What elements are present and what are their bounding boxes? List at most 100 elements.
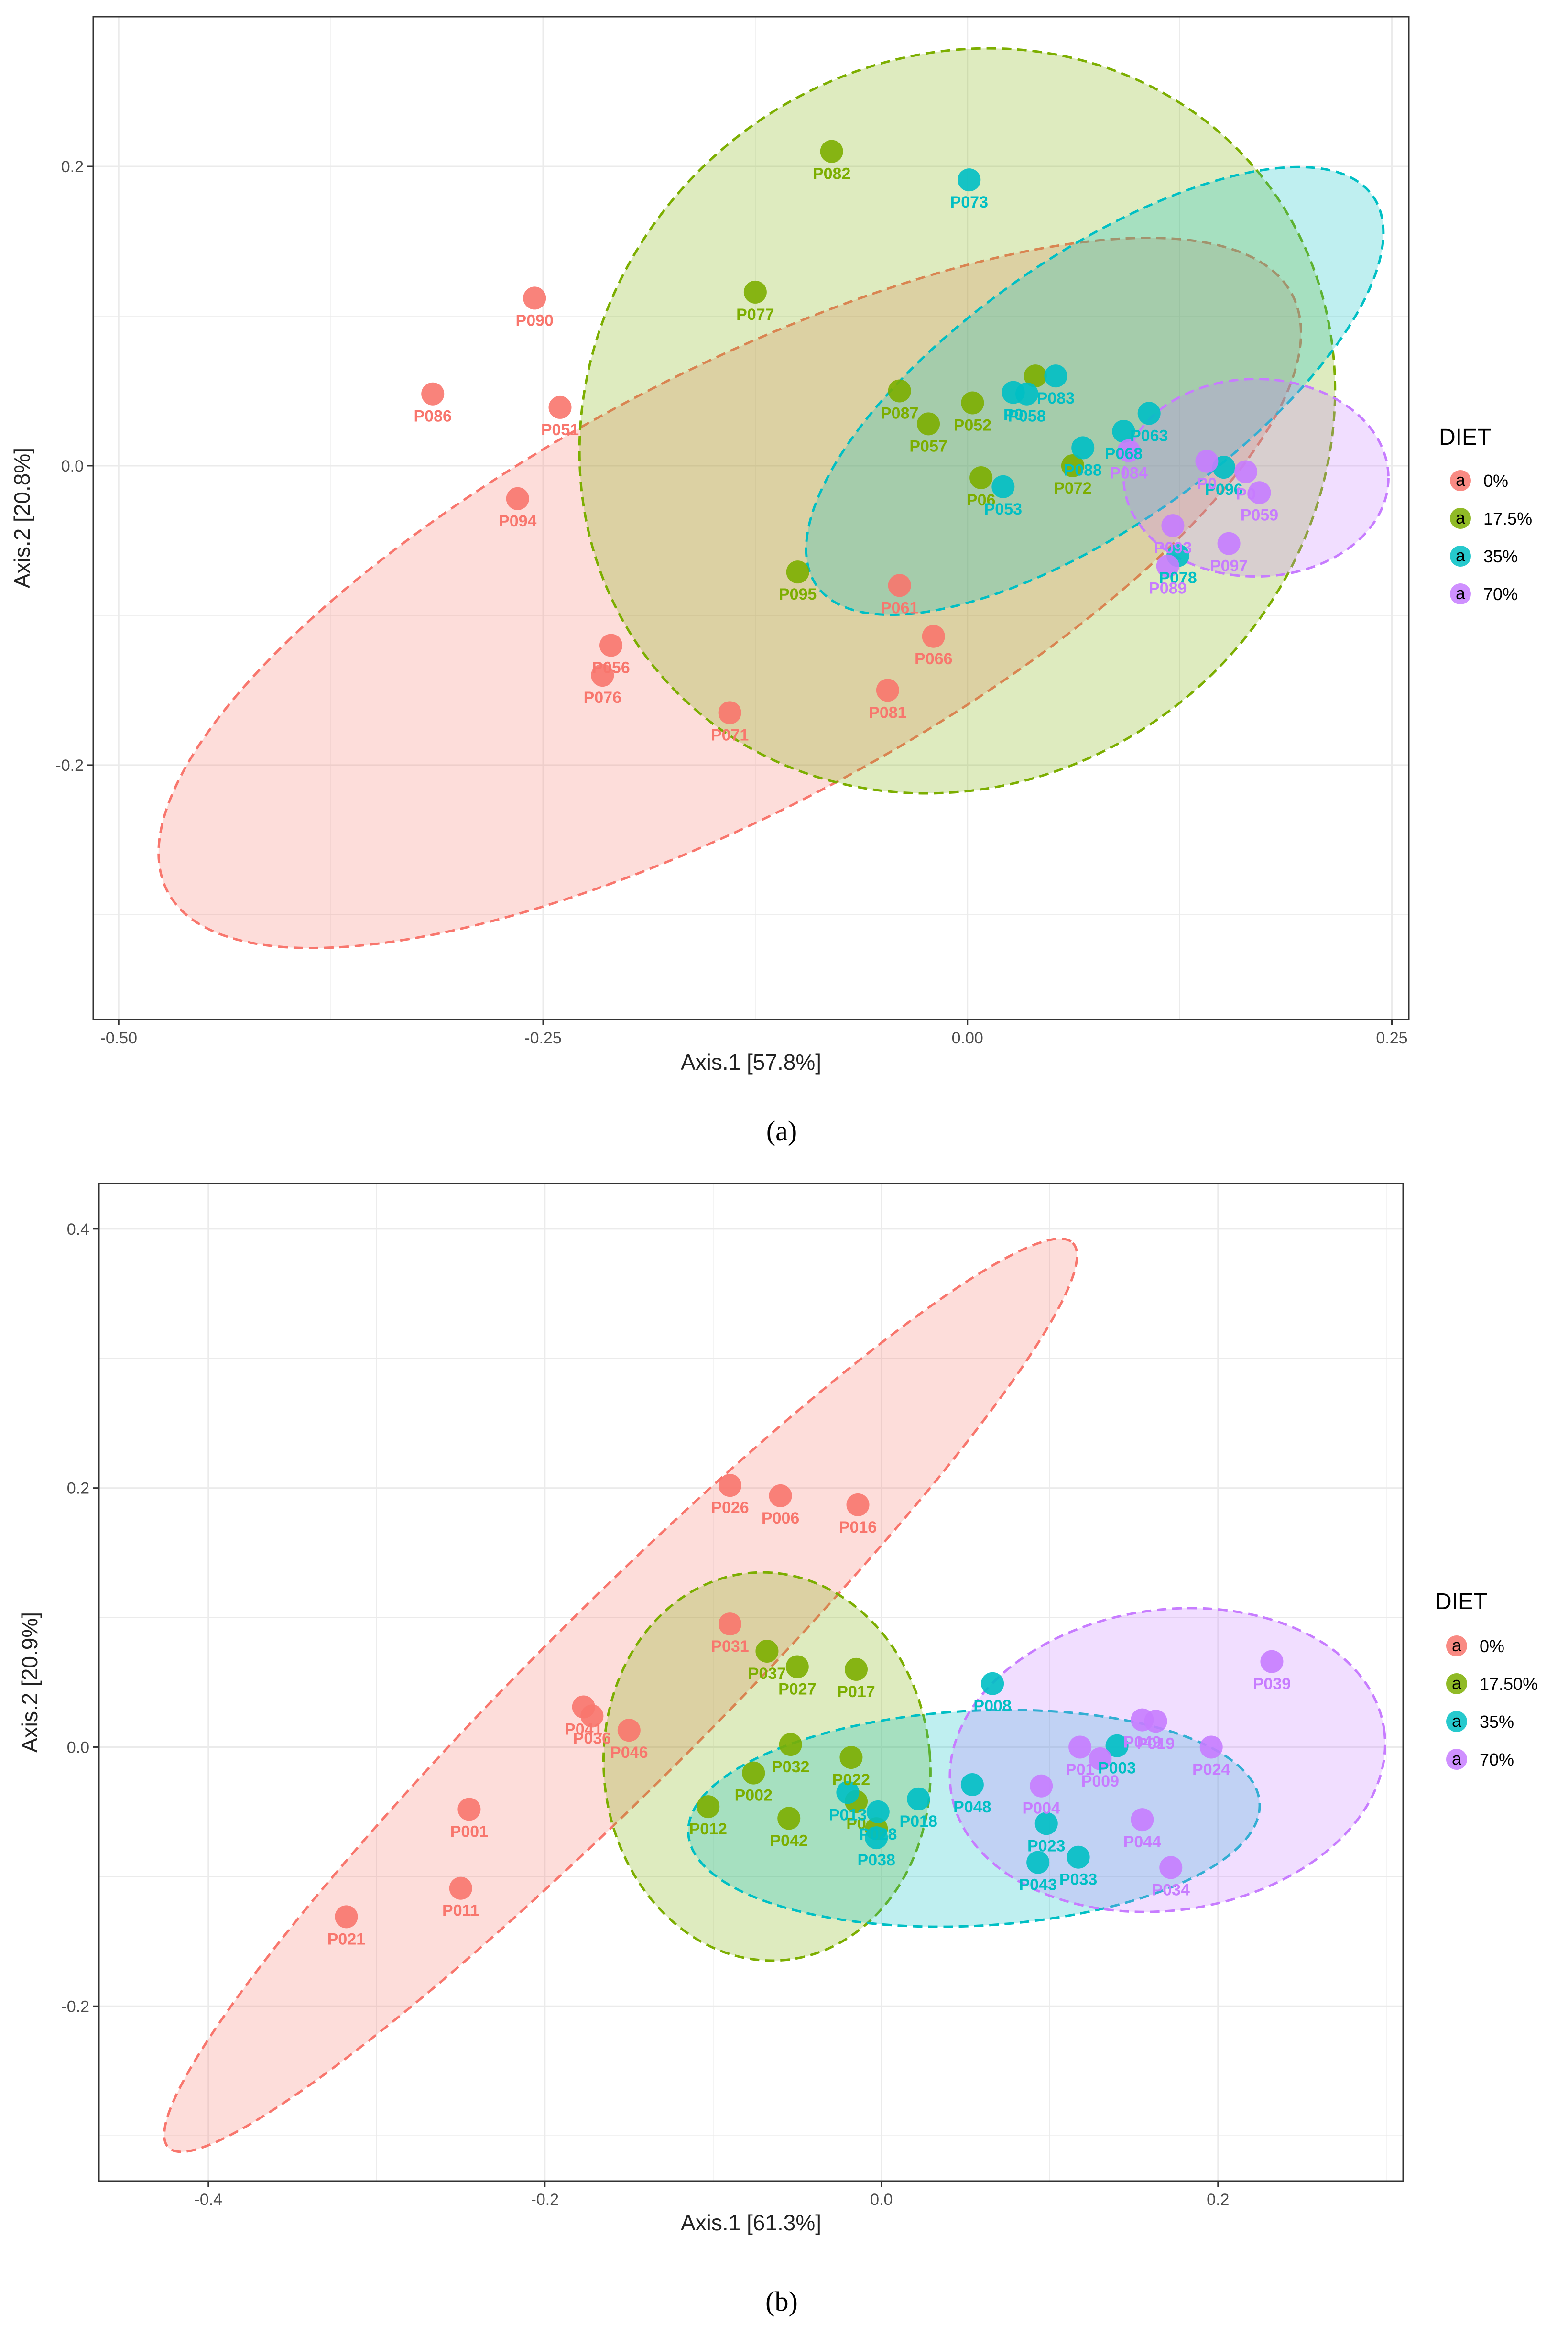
point-label: P024 <box>1192 1760 1230 1778</box>
data-point <box>1117 439 1141 462</box>
data-point <box>1260 1650 1284 1673</box>
legend-label: 70% <box>1480 1750 1514 1769</box>
legend-key-glyph: a <box>1456 508 1466 527</box>
point-label: P068 <box>1105 445 1143 463</box>
point-label: P051 <box>541 421 579 439</box>
plot-b-grid <box>99 1184 1403 2181</box>
data-point <box>1144 1710 1167 1733</box>
x-tick-label: -0.25 <box>524 1029 562 1047</box>
data-point <box>961 391 984 415</box>
data-point <box>1044 364 1067 388</box>
point-label: P089 <box>1149 580 1187 598</box>
data-point <box>1248 481 1271 504</box>
point-label: P027 <box>778 1680 816 1698</box>
legend-key <box>1446 1749 1467 1770</box>
legend-key <box>1446 1673 1467 1694</box>
point-label: P06 <box>967 491 996 509</box>
data-point <box>876 679 899 702</box>
point-label: P043 <box>1019 1876 1056 1894</box>
point-label: P038 <box>858 1851 895 1869</box>
y-tick-label: -0.2 <box>55 757 84 775</box>
point-label: P016 <box>839 1518 877 1536</box>
point-label: P028 <box>859 1825 897 1843</box>
data-point <box>1217 532 1241 555</box>
point-label: P083 <box>1037 389 1075 407</box>
legend-key <box>1446 1711 1467 1732</box>
point-label: P002 <box>735 1787 773 1805</box>
x-tick-label: 0.2 <box>1207 2191 1229 2209</box>
legend-title-b: DIET <box>1435 1589 1487 1614</box>
data-point <box>335 1905 358 1929</box>
point-label: P021 <box>327 1930 365 1948</box>
data-point <box>755 1639 779 1663</box>
data-point <box>922 625 945 648</box>
legend-key-glyph: a <box>1456 470 1466 490</box>
point-label: P026 <box>711 1499 749 1517</box>
point-label: P041 <box>565 1720 602 1738</box>
point-label: P058 <box>1008 407 1045 426</box>
point-label: P090 <box>516 311 554 329</box>
data-point <box>907 1787 930 1810</box>
point-label: P084 <box>1110 464 1147 483</box>
point-label: P001 <box>450 1822 488 1841</box>
point-label: P039 <box>1253 1675 1291 1693</box>
point-label: P036 <box>573 1729 611 1747</box>
point-label: P006 <box>762 1509 799 1527</box>
data-point <box>523 286 546 310</box>
caption-a: (a) <box>766 1115 797 1146</box>
data-point <box>548 395 572 419</box>
data-point <box>743 280 767 304</box>
plot-b-frame <box>98 1183 1404 2182</box>
data-point <box>1030 1774 1053 1798</box>
x-axis-label-b: Axis.1 [61.3%] <box>681 2210 821 2235</box>
point-label: P048 <box>953 1798 991 1816</box>
point-label: P088 <box>1064 461 1102 479</box>
legend-label: 0% <box>1483 471 1508 491</box>
data-point <box>1061 454 1084 477</box>
data-point <box>1137 402 1161 425</box>
legend-key <box>1450 546 1471 567</box>
data-point <box>719 1612 741 1636</box>
y-axis-label-b: Axis.2 [20.9%] <box>17 1612 42 1753</box>
legend-key-glyph: a <box>1452 1673 1462 1693</box>
legend-key <box>1450 583 1471 604</box>
y-tick-label: 0.0 <box>61 457 84 475</box>
point-label: P012 <box>689 1820 727 1838</box>
point-label: P086 <box>414 407 451 426</box>
point-label: P094 <box>499 512 536 530</box>
legend-a: DIET a 0% a 17.5% a 35% a 70% <box>1439 425 1532 604</box>
data-point <box>697 1795 720 1819</box>
data-point <box>449 1876 472 1900</box>
data-point <box>777 1807 801 1830</box>
data-point <box>457 1798 481 1821</box>
data-point <box>591 664 614 687</box>
point-label: P097 <box>1210 557 1248 575</box>
data-point <box>960 1773 984 1797</box>
point-label: P018 <box>900 1812 937 1831</box>
data-point <box>845 1657 868 1681</box>
plot-a-frame <box>92 16 1410 1020</box>
legend-key-glyph: a <box>1452 1749 1462 1768</box>
point-label: P073 <box>950 193 988 211</box>
data-point <box>719 1474 741 1497</box>
legend-b-entries: a 0% a 17.50% a 35% a 70% <box>1446 1635 1538 1770</box>
data-point <box>888 379 911 403</box>
data-point <box>1067 1845 1090 1869</box>
point-label: P0 <box>1003 406 1024 424</box>
legend-label: 35% <box>1480 1712 1514 1732</box>
plot-a-content: P090 P086 P051 P094 P056 P076 P071 P061 P066 P081… <box>157 47 1390 950</box>
point-label: P078 <box>1159 569 1197 587</box>
ellipse-70 <box>948 1607 1386 1913</box>
point-label: P096 <box>1205 481 1242 499</box>
x-tick-label: -0.4 <box>195 2191 223 2209</box>
point-label: P046 <box>610 1744 648 1762</box>
x-tick-label: -0.2 <box>531 2191 559 2209</box>
data-point <box>786 560 809 584</box>
x-tick-label: 0.25 <box>1376 1029 1407 1047</box>
data-point <box>866 1800 890 1823</box>
data-point <box>865 1826 888 1850</box>
point-label: P003 <box>1098 1759 1136 1777</box>
caption-b: (b) <box>765 2286 798 2317</box>
point-label: P023 <box>1027 1837 1065 1855</box>
